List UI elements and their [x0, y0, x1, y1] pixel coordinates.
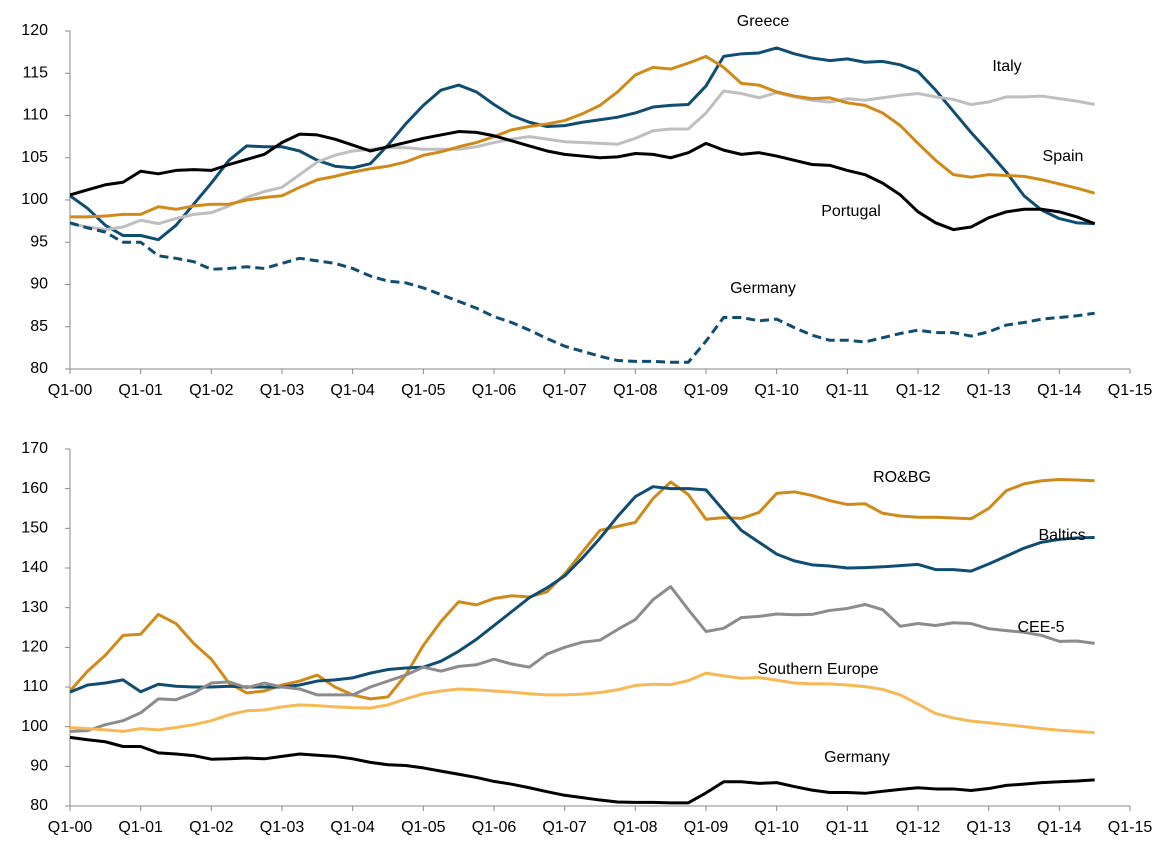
y-tick-label: 160 — [21, 480, 48, 497]
x-tick-label: Q1-01 — [118, 382, 163, 399]
series-line — [69, 130, 1096, 232]
x-tick-label: Q1-03 — [260, 819, 305, 836]
y-tick-label: 120 — [21, 639, 48, 656]
y-tick-label: 100 — [21, 191, 48, 208]
x-tick-label: Q1-04 — [330, 382, 375, 399]
x-tick-label: Q1-08 — [613, 382, 658, 399]
series-label: Italy — [992, 58, 1021, 75]
y-tick-label: 85 — [30, 318, 48, 335]
x-tick-label: Q1-05 — [401, 819, 446, 836]
x-tick-label: Q1-07 — [542, 382, 587, 399]
series-line — [69, 671, 1095, 735]
series-label: Baltics — [1038, 527, 1085, 544]
series-label: Spain — [1043, 148, 1084, 165]
y-tick-label: 110 — [22, 107, 48, 124]
x-tick-label: Q1-00 — [48, 382, 93, 399]
x-tick-label: Q1-10 — [754, 819, 799, 836]
x-tick-label: Q1-03 — [260, 382, 305, 399]
x-tick-label: Q1-11 — [826, 382, 869, 399]
x-tick-label: Q1-04 — [330, 819, 375, 836]
y-tick-label: 120 — [21, 22, 48, 39]
series-label: Portugal — [821, 203, 881, 220]
y-tick-label: 95 — [30, 233, 48, 250]
y-tick-label: 105 — [21, 149, 48, 166]
x-tick-label: Q1-01 — [118, 819, 163, 836]
y-tick-label: 100 — [21, 718, 48, 735]
x-tick-label: Q1-00 — [48, 819, 93, 836]
x-tick-label: Q1-09 — [684, 382, 729, 399]
y-tick-label: 80 — [30, 797, 48, 814]
x-tick-label: Q1-08 — [613, 819, 658, 836]
x-tick-label: Q1-11 — [826, 819, 869, 836]
y-tick-label: 150 — [21, 520, 48, 537]
y-tick-label: 80 — [30, 360, 48, 377]
x-tick-label: Q1-10 — [754, 382, 799, 399]
series-line — [69, 221, 1095, 364]
x-tick-label: Q1-14 — [1037, 819, 1082, 836]
x-tick-label: Q1-13 — [966, 382, 1011, 399]
x-tick-label: Q1-12 — [896, 382, 941, 399]
x-tick-label: Q1-12 — [896, 819, 941, 836]
x-tick-label: Q1-14 — [1037, 382, 1082, 399]
series-label: Southern Europe — [758, 661, 879, 678]
series-label: Germany — [730, 280, 796, 297]
x-tick-label: Q1-02 — [189, 382, 234, 399]
series-label: Germany — [824, 749, 890, 766]
series-label: Greece — [737, 13, 790, 30]
y-tick-label: 115 — [22, 64, 48, 81]
series-line — [69, 735, 1095, 805]
x-tick-label: Q1-13 — [966, 819, 1011, 836]
y-tick-label: 110 — [22, 678, 48, 695]
series-line — [69, 585, 1095, 733]
x-tick-label: Q1-02 — [189, 819, 234, 836]
series-line — [70, 54, 1096, 219]
y-tick-label: 130 — [21, 599, 48, 616]
x-tick-label: Q1-09 — [684, 819, 729, 836]
x-tick-label: Q1-06 — [472, 819, 517, 836]
y-tick-label: 90 — [30, 758, 48, 775]
y-tick-label: 140 — [21, 559, 48, 576]
x-tick-label: Q1-05 — [401, 382, 446, 399]
x-tick-label: Q1-15 — [1108, 382, 1153, 399]
series-label: RO&BG — [873, 469, 931, 486]
x-tick-label: Q1-07 — [542, 819, 587, 836]
series-line — [68, 478, 1095, 701]
y-tick-label: 170 — [21, 440, 48, 457]
x-tick-label: Q1-06 — [472, 382, 517, 399]
series-label: CEE-5 — [1017, 619, 1064, 636]
x-tick-label: Q1-15 — [1108, 819, 1153, 836]
series-line — [69, 46, 1095, 242]
y-tick-label: 90 — [30, 276, 48, 293]
series-line — [69, 89, 1095, 232]
